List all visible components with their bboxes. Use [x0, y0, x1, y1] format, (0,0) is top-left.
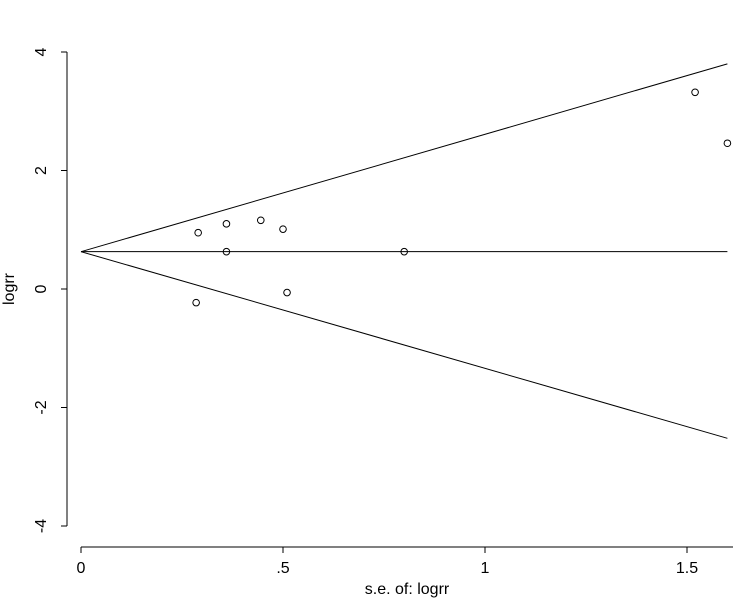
- y-ticks: 4 2 0 -2 -4: [33, 47, 67, 533]
- y-tick-label: 2: [33, 166, 50, 175]
- y-tick-label: -2: [33, 400, 50, 414]
- x-tick-label: .5: [276, 560, 289, 577]
- x-axis-label: s.e. of: logrr: [365, 581, 450, 598]
- y-tick-label: 4: [33, 47, 50, 56]
- y-tick-label: -4: [33, 519, 50, 533]
- upper-pseudo-ci-line: [80, 63, 728, 253]
- x-ticks: 0 .5 1 1.5: [77, 547, 698, 577]
- data-point: [222, 220, 231, 228]
- data-point: [283, 288, 291, 297]
- data-point: [192, 298, 200, 307]
- data-point: [194, 228, 202, 237]
- axes: [66, 52, 733, 548]
- reference-lines: [80, 63, 728, 439]
- data-point: [222, 247, 231, 256]
- data-point: [691, 88, 699, 97]
- data-point: [723, 139, 732, 148]
- x-tick-label: 1.5: [676, 560, 698, 577]
- data-point: [256, 216, 265, 225]
- x-tick-label: 1: [481, 560, 490, 577]
- lower-pseudo-ci-line: [80, 251, 728, 439]
- data-points: [192, 88, 732, 307]
- data-point: [279, 225, 287, 233]
- data-point: [400, 247, 409, 256]
- x-tick-label: 0: [77, 560, 86, 577]
- y-axis-label: logrr: [1, 272, 18, 305]
- y-tick-label: 0: [33, 284, 50, 293]
